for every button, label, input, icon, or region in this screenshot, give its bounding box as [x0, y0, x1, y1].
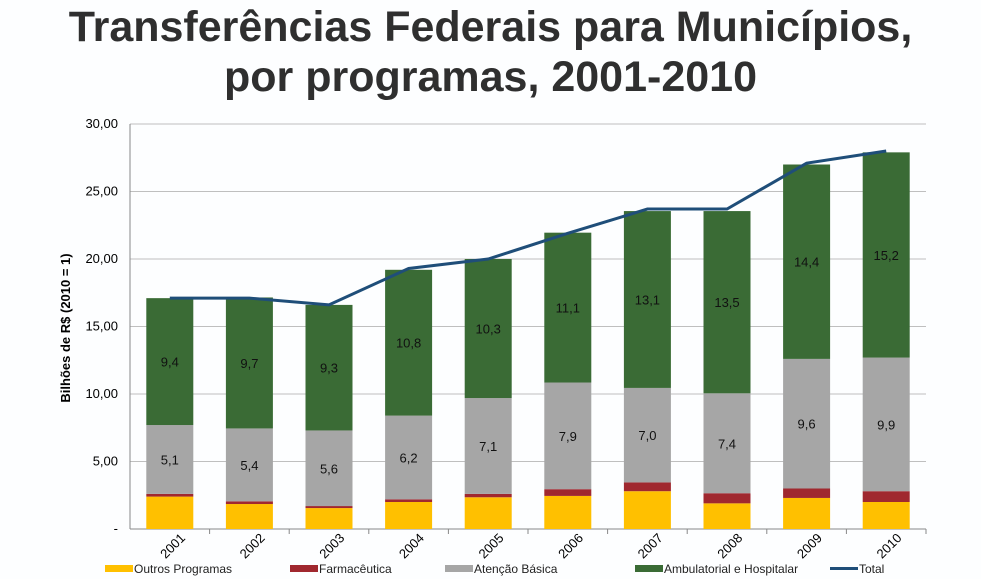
- y-tick-label: 10,00: [85, 386, 118, 401]
- bar-segment: [703, 503, 751, 529]
- data-label: 15,2: [874, 248, 899, 263]
- data-label: 9,6: [798, 417, 816, 432]
- chart-title: Transferências Federais para Municípios,…: [0, 2, 981, 102]
- title-line-2: por programas, 2001-2010: [224, 53, 757, 101]
- x-tick-label: 2010: [873, 530, 904, 561]
- x-tick-label: 2005: [475, 530, 506, 561]
- bar-segment: [464, 497, 512, 529]
- bar-segment: [305, 508, 353, 529]
- bar-segment: [225, 428, 273, 502]
- bar-segment: [783, 497, 831, 529]
- bar-segment: [464, 493, 512, 498]
- x-tick-label: 2002: [237, 530, 268, 561]
- bar-segment: [385, 269, 433, 416]
- x-tick-label: 2006: [555, 530, 586, 561]
- legend-label: Total: [859, 562, 884, 576]
- data-label: 9,4: [161, 355, 179, 370]
- legend-label: Farmacêutica: [319, 562, 392, 576]
- bar-segment: [305, 304, 353, 431]
- bar-segment: [305, 430, 353, 507]
- data-label: 5,1: [161, 452, 179, 467]
- bar-segment: [703, 211, 751, 394]
- legend-label: Atenção Básica: [474, 562, 558, 576]
- bar-segment: [385, 502, 433, 529]
- total-line: [169, 149, 887, 307]
- data-label: 9,3: [320, 361, 338, 376]
- bar-segment: [623, 211, 671, 388]
- bar-segment: [544, 495, 592, 529]
- data-label: 7,1: [479, 439, 497, 454]
- bar-segment: [623, 491, 671, 529]
- bar-segment: [783, 488, 831, 498]
- data-label: 6,2: [400, 450, 418, 465]
- bar-segment: [225, 297, 273, 429]
- bar-segment: [783, 164, 831, 359]
- data-label: 11,1: [556, 301, 580, 316]
- y-tick-label: 5,00: [93, 454, 118, 469]
- bar-segment: [385, 499, 433, 502]
- title-line-1: Transferências Federais para Municípios,: [68, 3, 913, 51]
- y-tick-label: 15,00: [85, 319, 118, 334]
- y-tick-label: -: [114, 521, 118, 536]
- data-label: 7,9: [559, 429, 577, 444]
- data-label: 10,3: [476, 322, 501, 337]
- bar-segment: [464, 398, 512, 494]
- data-label: 5,6: [320, 461, 338, 476]
- data-label: 5,4: [240, 458, 258, 473]
- data-label: 7,0: [638, 428, 656, 443]
- legend-swatch: [290, 565, 318, 572]
- y-tick-label: 20,00: [85, 251, 118, 266]
- bar-segment: [862, 152, 910, 358]
- y-tick-label: 25,00: [85, 184, 118, 199]
- bar-segment: [385, 415, 433, 500]
- data-label: 10,8: [396, 336, 421, 351]
- bar-segment: [862, 502, 910, 529]
- bar-segment: [464, 259, 512, 399]
- legend-swatch: [105, 565, 133, 572]
- bar-segment: [146, 493, 194, 497]
- data-label: 9,7: [240, 356, 258, 371]
- bar-segment: [862, 357, 910, 492]
- data-label: 14,4: [794, 255, 819, 270]
- bar-segment: [146, 425, 194, 494]
- x-tick-label: 2004: [396, 530, 427, 561]
- x-tick-label: 2003: [316, 530, 347, 561]
- data-label: 13,5: [714, 295, 739, 310]
- bar-segment: [305, 506, 353, 509]
- data-label: 13,1: [635, 293, 660, 308]
- bar-segment: [544, 489, 592, 496]
- bar-segment: [225, 501, 273, 505]
- bar-segment: [623, 387, 671, 483]
- data-label: 9,9: [877, 417, 895, 432]
- bar-segment: [146, 298, 194, 426]
- bar-segment: [862, 491, 910, 502]
- bar-segment: [783, 358, 831, 489]
- legend-swatch: [830, 567, 858, 570]
- y-tick-label: 30,00: [85, 116, 118, 131]
- x-tick-label: 2007: [635, 530, 666, 561]
- bar-segment: [703, 393, 751, 494]
- bar-segment: [225, 504, 273, 529]
- bar-segment: [703, 493, 751, 504]
- x-tick-label: 2009: [794, 530, 825, 561]
- legend-label: Ambulatorial e Hospitalar: [664, 562, 798, 576]
- bar-segment: [544, 232, 592, 383]
- bar-segment: [623, 482, 671, 492]
- bar-segment: [146, 496, 194, 529]
- data-label: 7,4: [718, 436, 736, 451]
- legend-swatch: [635, 565, 663, 572]
- x-tick-label: 2008: [714, 530, 745, 561]
- legend-label: Outros Programas: [134, 562, 232, 576]
- x-tick-label: 2001: [157, 530, 188, 561]
- y-axis-label: Bilhões de R$ (2010 = 1): [58, 253, 73, 402]
- legend-swatch: [445, 565, 473, 572]
- bar-segment: [544, 382, 592, 490]
